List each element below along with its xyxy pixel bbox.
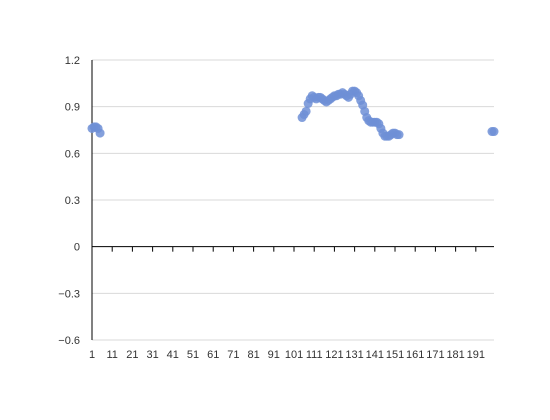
x-tick-label: 181	[446, 349, 464, 361]
x-tick-label: 171	[426, 349, 444, 361]
x-tick-label: 1	[89, 349, 95, 361]
y-tick-label: −0.6	[58, 335, 80, 347]
x-tick-label: 121	[325, 349, 343, 361]
x-tick-label: 21	[126, 349, 138, 361]
data-point	[489, 127, 499, 137]
x-tick-label: 161	[406, 349, 424, 361]
data-points	[87, 86, 499, 141]
x-tick-label: 61	[207, 349, 219, 361]
y-tick-label: 0.9	[65, 102, 80, 114]
y-tick-label: 1.2	[65, 55, 80, 67]
x-tick-label: 141	[366, 349, 384, 361]
x-tick-label: 191	[467, 349, 485, 361]
x-tick-label: 111	[306, 349, 323, 361]
x-tick-label: 81	[247, 349, 259, 361]
x-tick-label: 91	[268, 349, 280, 361]
y-tick-label: −0.3	[58, 288, 80, 300]
data-point	[95, 128, 105, 138]
y-tick-label: 0.3	[65, 195, 80, 207]
data-point	[301, 106, 311, 116]
x-tick-label: 41	[167, 349, 179, 361]
x-tick-label: 11	[106, 349, 117, 361]
x-tick-label: 51	[187, 349, 199, 361]
y-tick-label: 0	[74, 242, 80, 254]
data-point	[394, 130, 404, 140]
x-tick-label: 31	[146, 349, 158, 361]
y-ticks: −0.6 −0.3 0 0.3 0.6 0.9 1.2	[58, 55, 80, 347]
grid-lines	[92, 59, 494, 341]
y-tick-label: 0.6	[65, 148, 80, 160]
x-tick-label: 71	[227, 349, 239, 361]
axes	[91, 60, 494, 340]
x-tick-label: 101	[285, 349, 303, 361]
x-tick-label: 131	[345, 349, 363, 361]
x-tick-label: 151	[386, 349, 404, 361]
x-ticks: 1 11 21 31 41 51 61 71 81 91 101 111 121 131 141 151 161…	[89, 246, 485, 361]
